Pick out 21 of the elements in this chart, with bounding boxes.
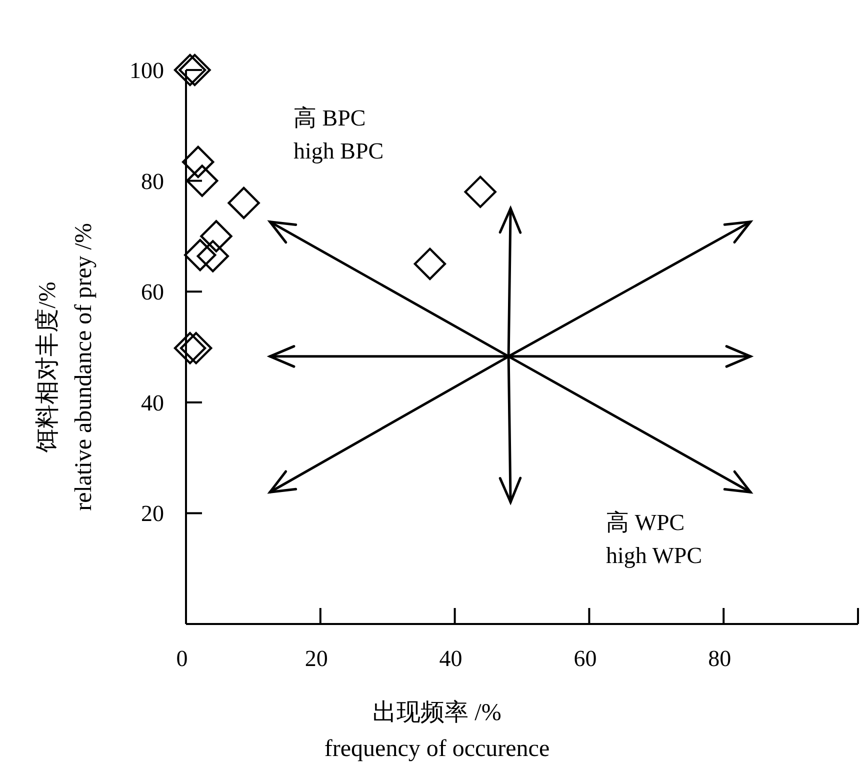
x-tick-label: 20 <box>304 646 328 671</box>
point <box>186 164 218 197</box>
x-axis-title: 出现频率 /% frequency of occurence <box>324 699 550 762</box>
x-tick-label: 40 <box>439 646 462 671</box>
point <box>178 54 211 86</box>
y-axis-title: 饵料相对丰度/% relative abundance of prey /% <box>34 223 97 511</box>
x-tick-label: 0 <box>176 646 188 671</box>
point <box>196 240 229 272</box>
x-tick-label: 80 <box>708 646 732 671</box>
y-tick-label: 80 <box>141 168 164 194</box>
y-tick-label: 100 <box>130 58 164 83</box>
y-tick-label: 20 <box>141 501 164 526</box>
y-tick-label: 40 <box>141 390 164 416</box>
annotation: 高 WPC high WPC <box>606 510 702 568</box>
point <box>414 248 446 280</box>
point <box>228 186 260 220</box>
annotation: 高 BPC high BPC <box>294 105 384 164</box>
x-tick-label: 60 <box>574 646 597 671</box>
point <box>180 332 212 364</box>
y-tick-label: 60 <box>141 280 164 305</box>
point <box>464 176 496 208</box>
